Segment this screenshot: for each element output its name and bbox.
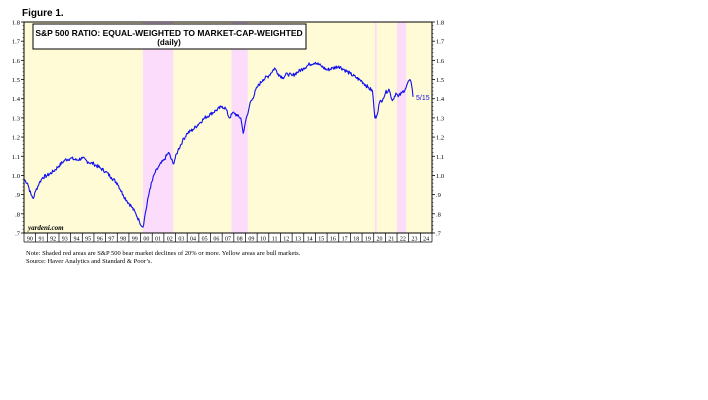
y-tick-label-right: 1.5 (436, 77, 444, 84)
x-tick-label: 97 (108, 237, 114, 243)
x-tick-label: 03 (178, 237, 184, 243)
x-tick-label: 20 (377, 237, 383, 243)
x-tick-label: 95 (85, 237, 91, 243)
x-tick-label: 18 (353, 237, 359, 243)
x-tick-label: 96 (97, 237, 103, 243)
x-tick-label: 94 (73, 237, 79, 243)
x-tick-label: 98 (120, 237, 126, 243)
y-tick-label-left: 1.7 (12, 39, 21, 46)
x-tick-label: 91 (38, 237, 44, 243)
chart-notes: Note: Shaded red areas are S&P 500 bear … (26, 250, 300, 266)
x-tick-label: 15 (318, 237, 324, 243)
end-value-label: 5/15 (416, 95, 430, 102)
x-tick-label: 24 (423, 237, 429, 243)
y-tick-label-left: 1.8 (12, 20, 20, 27)
chart-subtitle: (daily) (157, 38, 181, 47)
x-tick-label: 09 (248, 237, 254, 243)
y-tick-label-left: 1.0 (12, 173, 20, 180)
y-tick-label-left: .9 (15, 192, 20, 199)
y-tick-label-right: .9 (436, 192, 441, 199)
bear-market-region (397, 22, 407, 233)
bear-market-region (231, 22, 248, 233)
plot-frame (23, 21, 433, 234)
y-tick-label-right: 1.3 (436, 115, 444, 122)
y-tick-label-right: 1.8 (436, 20, 444, 27)
ratio-line (23, 61, 414, 228)
plot-background (24, 22, 432, 233)
y-tick-label-right: 1.6 (436, 58, 445, 65)
x-tick-label: 02 (167, 237, 173, 243)
y-tick-label-left: 1.6 (12, 58, 21, 65)
x-tick-label: 13 (295, 237, 301, 243)
x-tick-label: 23 (412, 237, 418, 243)
bull-market-area (24, 22, 432, 233)
x-tick-label: 05 (202, 237, 208, 243)
x-tick-label: 22 (400, 237, 406, 243)
note-source: Source: Haver Analytics and Standard & P… (26, 258, 153, 265)
y-tick-label-left: 1.4 (12, 96, 21, 103)
y-tick-label-right: 1.7 (436, 39, 445, 46)
y-tick-label-right: 1.0 (436, 173, 444, 180)
title-box: S&P 500 RATIO: EQUAL-WEIGHTED TO MARKET-… (32, 23, 307, 50)
x-tick-label: 10 (260, 237, 266, 243)
x-tick-label: 11 (272, 237, 278, 243)
watermark: yardeni.com (27, 224, 64, 232)
x-tick-label: 00 (143, 237, 149, 243)
note-bear-bull: Note: Shaded red areas are S&P 500 bear … (26, 250, 301, 257)
y-tick-label-left: .7 (15, 231, 21, 238)
y-tick-label-right: 1.2 (436, 135, 444, 142)
y-tick-label-right: .7 (436, 231, 442, 238)
y-tick-label-left: 1.5 (12, 77, 20, 84)
x-tick-label: 93 (62, 237, 68, 243)
figure-label: Figure 1. (22, 8, 64, 19)
x-tick-label: 04 (190, 237, 196, 243)
y-tick-label-right: 1.1 (436, 154, 444, 161)
y-tick-label-left: 1.2 (12, 135, 20, 142)
y-tick-label-left: 1.1 (12, 154, 20, 161)
x-tick-label: 19 (365, 237, 371, 243)
x-tick-label: 08 (237, 237, 243, 243)
x-tick-label: 90 (27, 237, 33, 243)
bear-market-region (374, 22, 377, 233)
x-tick-label: 14 (307, 237, 313, 243)
x-tick-label: 99 (132, 237, 138, 243)
x-tick-label: 16 (330, 237, 336, 243)
ratio-series (23, 61, 414, 228)
chart: .7 .7 .8 .8 .9 .9 1.0 1.0 1.1 1.1 1.2 1.2 1.3 1.3 1.4 1… (12, 20, 445, 243)
y-tick-label-left: 1.3 (12, 115, 20, 122)
x-tick-label: 12 (283, 237, 289, 243)
y-tick-label-right: 1.4 (436, 96, 445, 103)
axes: .7 .7 .8 .8 .9 .9 1.0 1.0 1.1 1.1 1.2 1.2 1.3 1.3 1.4 1… (12, 20, 445, 243)
x-tick-label: 21 (388, 237, 394, 243)
x-tick-label: 01 (155, 237, 161, 243)
title-frame (32, 23, 307, 50)
y-tick-label-right: .8 (436, 211, 441, 218)
x-tick-label: 92 (50, 237, 56, 243)
x-tick-label: 17 (342, 237, 348, 243)
x-tick-label: 07 (225, 237, 231, 243)
x-tick-label: 06 (213, 237, 219, 243)
chart-title: S&P 500 RATIO: EQUAL-WEIGHTED TO MARKET-… (35, 28, 302, 38)
y-tick-label-left: .8 (15, 211, 20, 218)
